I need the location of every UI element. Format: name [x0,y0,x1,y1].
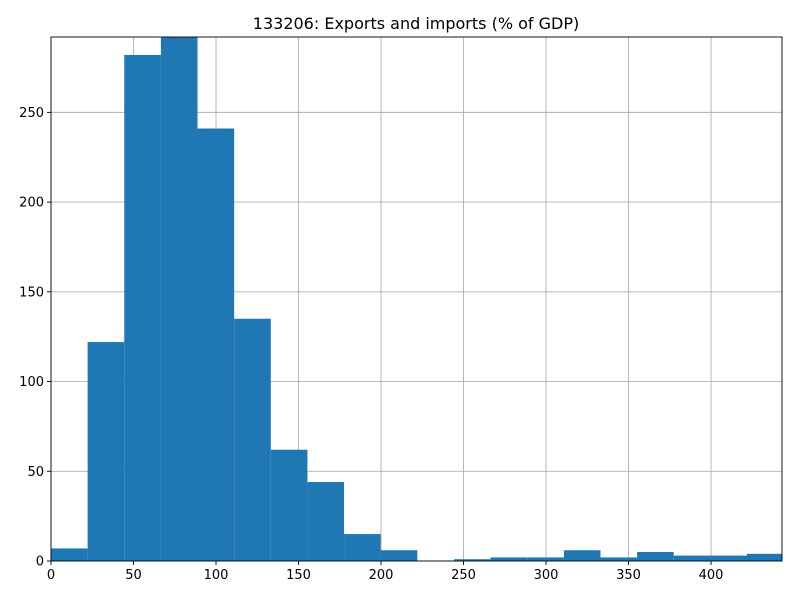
x-tick-label: 0 [47,568,55,583]
histogram-bar [527,557,564,561]
histogram-bar [87,342,125,561]
y-tick-label: 250 [19,106,44,121]
histogram-bar [344,534,381,561]
histogram-bar [747,553,782,561]
histogram-bar [197,128,235,561]
x-tick-label: 400 [699,568,724,583]
x-tick-label: 300 [534,568,559,583]
histogram-bar [710,555,748,561]
y-tick-label: 200 [19,196,44,211]
histogram-bar [490,557,528,561]
histogram-bar [563,550,601,561]
x-tick-label: 50 [125,568,142,583]
histogram-bar [637,552,674,561]
x-tick-label: 100 [204,568,229,583]
y-tick-label: 0 [36,555,44,570]
bars [51,37,782,562]
chart-title: 133206: Exports and imports (% of GDP) [253,14,579,33]
histogram-bar [380,550,418,561]
histogram-bar [600,557,638,561]
x-tick-label: 350 [616,568,641,583]
y-tick-label: 50 [27,465,44,480]
histogram-bar [307,482,345,561]
histogram-bar [51,548,88,561]
histogram-bar [453,559,491,561]
plot-frame [50,36,783,562]
axis-ticks: 0 50 100 150 200 250 300 350 400 0 50 100 150 200 250 [19,106,723,583]
x-tick-label: 150 [286,568,311,583]
histogram-bar [234,318,271,561]
histogram-bar [160,37,198,561]
y-tick-label: 100 [19,375,44,390]
histogram-bar [124,54,161,562]
x-tick-label: 200 [369,568,394,583]
x-tick-label: 250 [451,568,476,583]
histogram-bar [673,555,711,561]
histogram-bar [270,449,308,561]
y-tick-label: 150 [19,285,44,300]
